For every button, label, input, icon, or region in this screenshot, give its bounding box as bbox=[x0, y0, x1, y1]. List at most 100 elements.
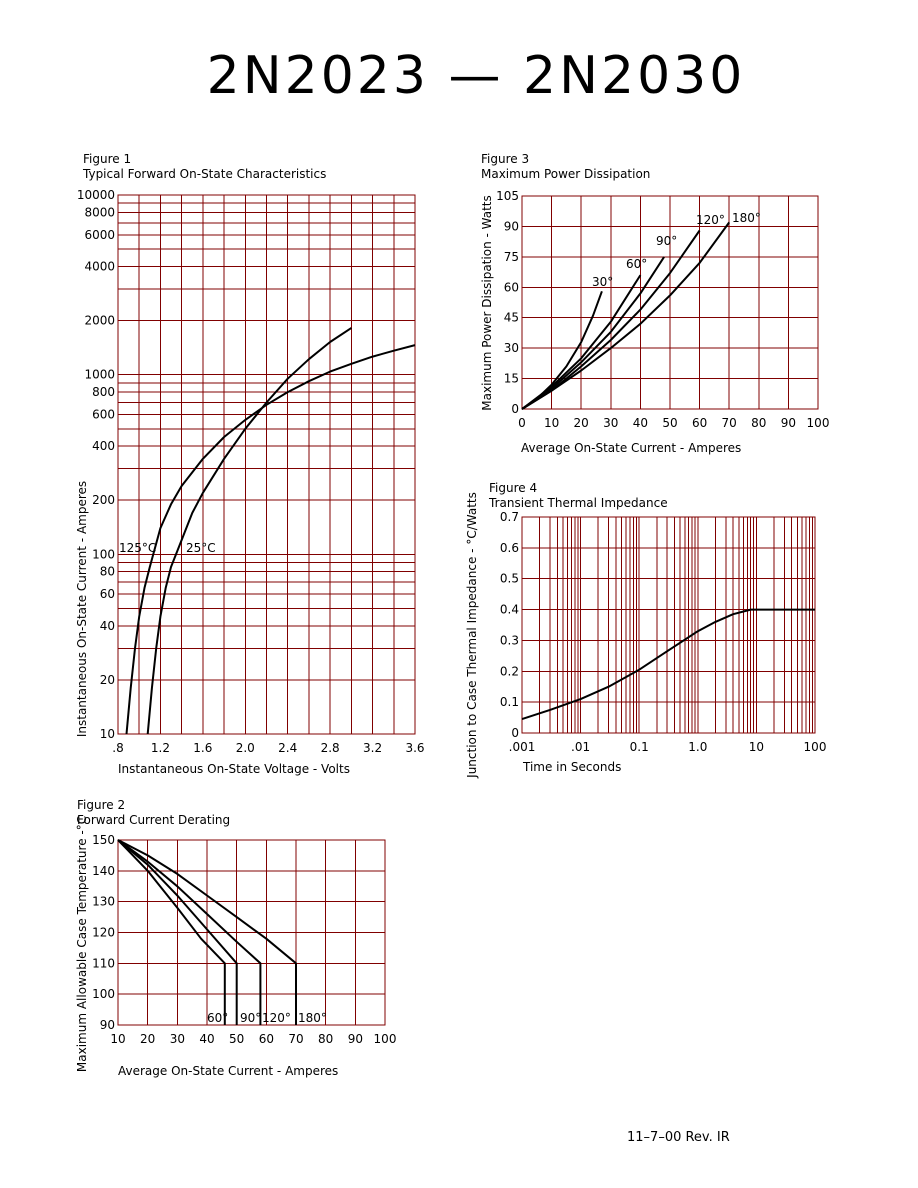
series-line-60deg bbox=[521, 274, 642, 410]
x-tick-label: 0.1 bbox=[630, 740, 649, 754]
y-tick-label: 120 bbox=[92, 926, 115, 940]
x-tick-label: 10 bbox=[749, 740, 764, 754]
y-tick-label: 0.7 bbox=[500, 510, 519, 524]
x-tick-label: 3.2 bbox=[363, 741, 382, 755]
figure-3-x-axis-label: Average On-State Current - Amperes bbox=[521, 441, 741, 455]
y-tick-label: 30 bbox=[504, 341, 519, 355]
figure-3-label: Figure 3 bbox=[481, 152, 529, 166]
y-tick-label: 0 bbox=[511, 726, 519, 740]
x-tick-label: 50 bbox=[229, 1032, 244, 1046]
y-tick-label: 8000 bbox=[84, 205, 115, 219]
series-label-120deg: 120° bbox=[696, 213, 725, 227]
figure-2-title: Forward Current Derating bbox=[77, 813, 230, 827]
figure-4-x-axis-label: Time in Seconds bbox=[522, 760, 621, 774]
series-label-30deg: 30° bbox=[592, 275, 613, 289]
series-label-60deg: 60° bbox=[207, 1011, 228, 1025]
x-tick-label: 60 bbox=[692, 416, 707, 430]
series-label-25c: 25°C bbox=[186, 541, 216, 555]
y-tick-label: 100 bbox=[92, 547, 115, 561]
y-tick-label: 140 bbox=[92, 864, 115, 878]
y-tick-label: 0.5 bbox=[500, 572, 519, 586]
x-tick-label: 100 bbox=[807, 416, 830, 430]
series-label-90deg: 90° bbox=[656, 234, 677, 248]
y-tick-label: 60 bbox=[100, 587, 115, 601]
x-tick-label: .001 bbox=[509, 740, 536, 754]
x-tick-label: 0 bbox=[518, 416, 526, 430]
series-line-180deg bbox=[117, 839, 297, 1025]
figure-1-title: Typical Forward On-State Characteristics bbox=[82, 167, 326, 181]
figure-2-current-derating-chart: Figure 2 Forward Current Derating 10 20 30… bbox=[75, 798, 396, 1078]
x-tick-label: 20 bbox=[574, 416, 589, 430]
x-tick-label: 10 bbox=[544, 416, 559, 430]
series-label-125c: 125°C bbox=[119, 541, 156, 555]
figure-3-y-axis-label: Maximum Power Dissipation - Watts bbox=[480, 195, 494, 410]
x-tick-label: 70 bbox=[288, 1032, 303, 1046]
y-tick-label: 105 bbox=[496, 189, 519, 203]
figure-1-y-axis-label: Instantaneous On-State Current - Amperes bbox=[75, 481, 89, 737]
y-tick-label: 60 bbox=[504, 280, 519, 294]
x-tick-label: 3.6 bbox=[405, 741, 424, 755]
x-tick-label: 50 bbox=[662, 416, 677, 430]
series-line-25degc bbox=[146, 327, 352, 735]
plot-frame bbox=[521, 516, 816, 734]
y-tick-label: 110 bbox=[92, 956, 115, 970]
revision-note: 11–7–00 Rev. IR bbox=[627, 1130, 730, 1145]
series-line-90deg bbox=[521, 256, 665, 410]
y-tick-label: 80 bbox=[100, 565, 115, 579]
figure-2-label: Figure 2 bbox=[77, 798, 125, 812]
y-tick-label: 90 bbox=[100, 1018, 115, 1032]
x-tick-label: 10 bbox=[110, 1032, 125, 1046]
page-title: 2N2023 — 2N2030 bbox=[207, 46, 746, 106]
y-tick-label: 200 bbox=[92, 493, 115, 507]
x-tick-label: 30 bbox=[603, 416, 618, 430]
series-label-120deg: 120° bbox=[262, 1011, 291, 1025]
x-tick-label: 2.0 bbox=[236, 741, 255, 755]
y-tick-label: 4000 bbox=[84, 259, 115, 273]
y-tick-label: 130 bbox=[92, 895, 115, 909]
plot-frame bbox=[117, 839, 386, 1026]
x-tick-label: 90 bbox=[348, 1032, 363, 1046]
x-tick-label: 1.6 bbox=[193, 741, 212, 755]
x-tick-label: 80 bbox=[318, 1032, 333, 1046]
series-label-60deg: 60° bbox=[626, 257, 647, 271]
plot-frame bbox=[117, 194, 416, 735]
x-tick-label: .01 bbox=[571, 740, 590, 754]
series-line-120deg bbox=[117, 839, 262, 1025]
series-line-60deg bbox=[117, 839, 226, 1025]
y-tick-label: 0.3 bbox=[500, 633, 519, 647]
series-line-125degc bbox=[125, 344, 416, 735]
y-tick-label: 0.6 bbox=[500, 541, 519, 555]
series-line-90deg bbox=[117, 839, 238, 1025]
x-tick-label: 40 bbox=[199, 1032, 214, 1046]
x-tick-label: .8 bbox=[112, 741, 123, 755]
series-line-30deg bbox=[521, 290, 603, 410]
y-tick-label: 45 bbox=[504, 311, 519, 325]
figure-1-label: Figure 1 bbox=[83, 152, 131, 166]
series-line-curve bbox=[521, 608, 815, 721]
series-label-180deg: 180° bbox=[298, 1011, 327, 1025]
x-tick-label: 30 bbox=[170, 1032, 185, 1046]
series-label-90deg: 90° bbox=[240, 1011, 261, 1025]
y-tick-label: 6000 bbox=[84, 228, 115, 242]
y-tick-label: 0.1 bbox=[500, 695, 519, 709]
y-tick-label: 0.2 bbox=[500, 664, 519, 678]
x-tick-label: 70 bbox=[722, 416, 737, 430]
plot-frame bbox=[521, 195, 819, 410]
figure-4-title: Transient Thermal Impedance bbox=[488, 496, 668, 510]
y-tick-label: 0 bbox=[511, 402, 519, 416]
x-tick-label: 2.4 bbox=[278, 741, 297, 755]
y-tick-label: 600 bbox=[92, 408, 115, 422]
x-tick-label: 100 bbox=[374, 1032, 397, 1046]
series-line-180deg bbox=[521, 221, 731, 410]
x-tick-label: 80 bbox=[751, 416, 766, 430]
y-tick-label: 10 bbox=[100, 727, 115, 741]
series-label-180deg: 180° bbox=[732, 211, 761, 225]
y-tick-label: 15 bbox=[504, 372, 519, 386]
y-tick-label: 150 bbox=[92, 833, 115, 847]
x-tick-label: 2.8 bbox=[321, 741, 340, 755]
y-tick-label: 90 bbox=[504, 219, 519, 233]
figure-1-forward-characteristics-chart: Figure 1 Typical Forward On-State Charac… bbox=[75, 152, 425, 776]
figure-2-y-axis-label: Maximum Allowable Case Temperature -°C bbox=[75, 816, 89, 1072]
x-tick-label: 1.2 bbox=[151, 741, 170, 755]
